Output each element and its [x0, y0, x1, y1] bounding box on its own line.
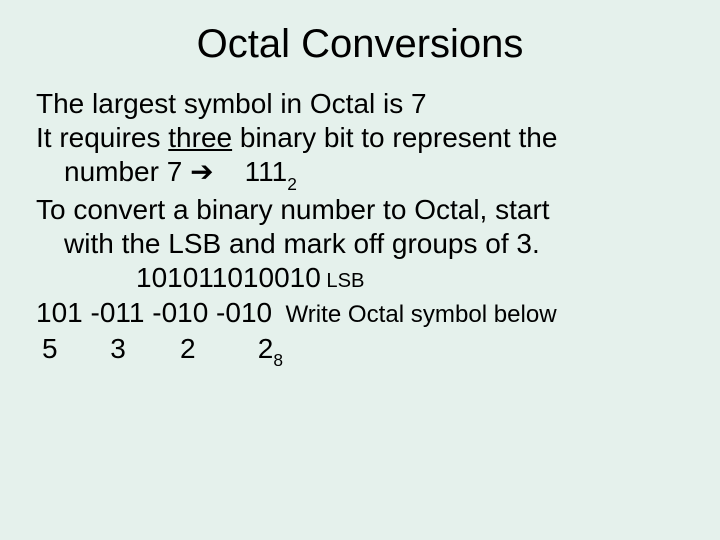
lsb-label: LSB: [321, 270, 365, 292]
line-3: number 7 ➔ 1112: [36, 155, 684, 193]
grouped-binary: 101 -011 -010 -010: [36, 297, 272, 328]
write-note: Write Octal symbol below: [272, 301, 557, 328]
binary-string: 101011010010: [136, 262, 321, 293]
line-1: The largest symbol in Octal is 7: [36, 87, 684, 121]
line-5: with the LSB and mark off groups of 3.: [36, 227, 684, 261]
octal-d1: 5: [36, 332, 64, 366]
slide-title: Octal Conversions: [0, 0, 720, 87]
line-2b: binary bit to represent the: [232, 122, 557, 153]
line-2-underline: three: [168, 122, 232, 153]
line-2a: It requires: [36, 122, 168, 153]
octal-d3: 2: [134, 332, 196, 366]
line-7: 101 -011 -010 -010 Write Octal symbol be…: [36, 296, 684, 330]
octal-d4: 2: [203, 332, 273, 366]
slide-body: The largest symbol in Octal is 7 It requ…: [0, 87, 720, 369]
line-3b: 111: [214, 156, 288, 187]
line-3a: number 7: [64, 156, 190, 187]
octal-d2: 3: [72, 332, 126, 366]
line-4: To convert a binary number to Octal, sta…: [36, 193, 684, 227]
octal-digits-row: 5 3 2 28: [36, 330, 684, 370]
line-6: 101011010010 LSB: [36, 261, 684, 295]
octal-radix: 8: [273, 350, 283, 370]
slide: Octal Conversions The largest symbol in …: [0, 0, 720, 540]
line-3-sub: 2: [287, 174, 297, 194]
arrow-icon: ➔: [190, 156, 213, 187]
line-2: It requires three binary bit to represen…: [36, 121, 684, 155]
